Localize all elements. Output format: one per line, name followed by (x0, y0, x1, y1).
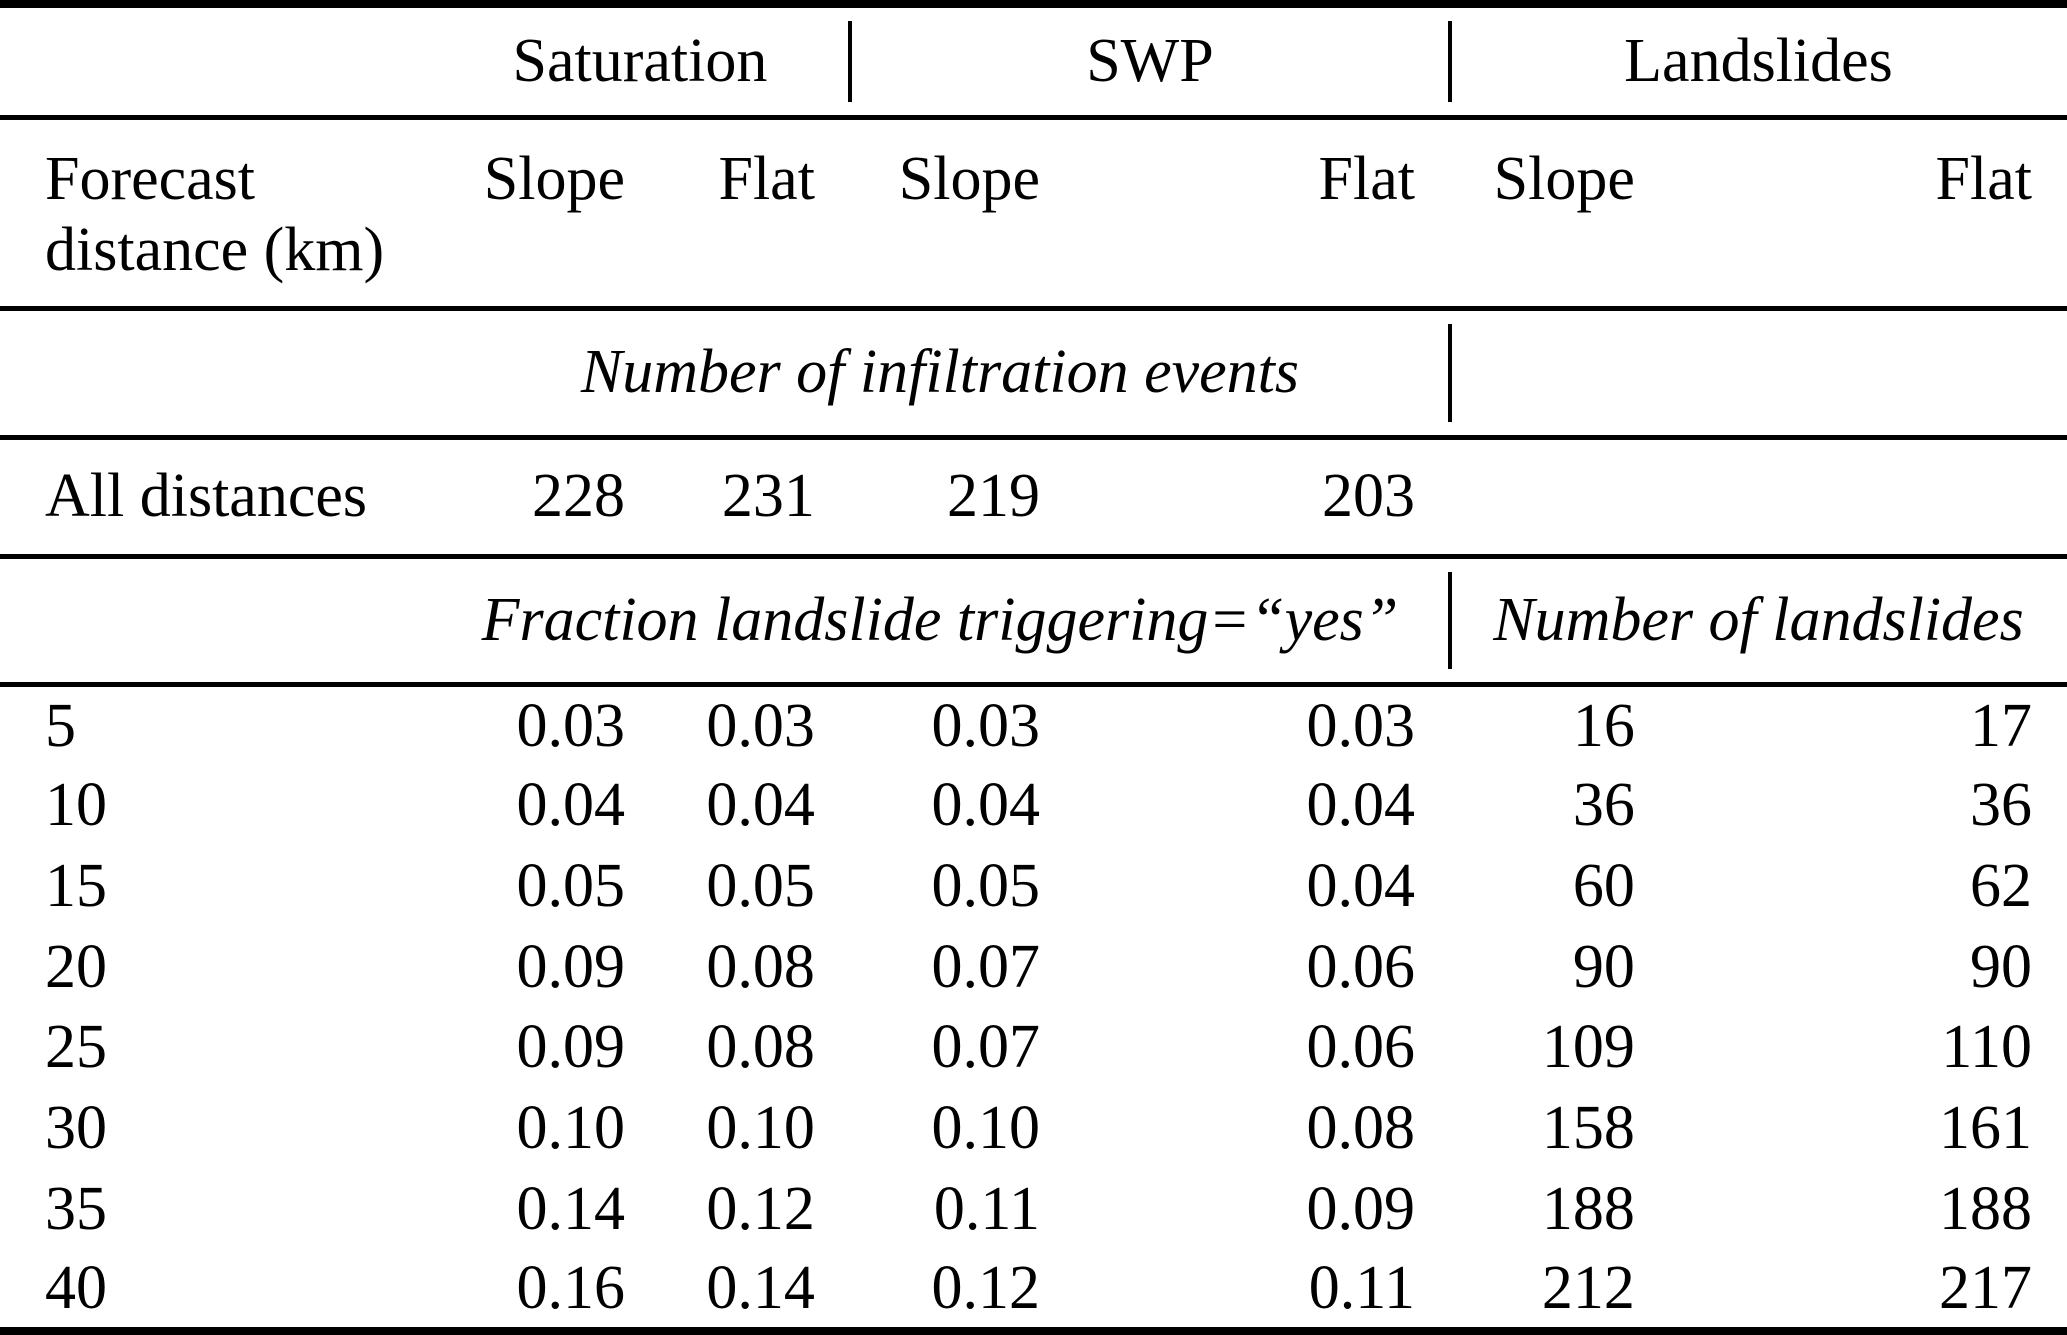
cell-landslides-slope: 212 (1541, 1253, 1635, 1322)
section-header-row: Fraction landslide triggering=“yes” Numb… (0, 553, 2067, 688)
cell-landslides-slope: 188 (1541, 1175, 1635, 1244)
cell-swp-flat: 0.04 (1306, 771, 1415, 840)
cell-landslides-flat: 17 (1970, 691, 2032, 760)
cell-saturation-flat: 0.10 (706, 1094, 815, 1163)
cell-swp-flat: 0.11 (1308, 1253, 1415, 1322)
cell-landslides-slope: 16 (1572, 691, 1635, 760)
row-label: All distances (45, 462, 367, 531)
table-row: 15 0.05 0.05 0.05 0.04 60 62 (0, 846, 2067, 927)
section-header-row: Number of infiltration events (0, 306, 2067, 440)
cell-saturation-slope: 0.05 (516, 851, 625, 920)
cell-landslides-flat: 62 (1970, 851, 2032, 920)
row-label: 20 (45, 932, 107, 1001)
cell-landslides-flat (1670, 437, 2067, 556)
cell-landslides-flat: 36 (1970, 771, 2032, 840)
cell-saturation-flat: 0.14 (706, 1253, 815, 1322)
cell-landslides-slope: 60 (1572, 851, 1635, 920)
corner-cell (0, 4, 430, 120)
group-header-landslides: Landslides (1449, 4, 2067, 120)
cell-saturation-flat: 0.04 (706, 771, 815, 840)
cell-landslides-slope: 158 (1541, 1094, 1635, 1163)
cell-swp-flat: 0.06 (1306, 932, 1415, 1001)
cell-swp-slope: 0.07 (931, 932, 1041, 1001)
table-row: 30 0.10 0.10 0.10 0.08 158 161 (0, 1089, 2067, 1170)
section-side-title: Number of landslides (1449, 553, 2067, 688)
cell-swp-flat: 203 (1321, 462, 1415, 531)
table-row: 20 0.09 0.08 0.07 0.06 90 90 (0, 927, 2067, 1008)
cell-swp-slope: 0.05 (931, 851, 1041, 920)
group-header-saturation: Saturation (429, 4, 852, 120)
col-header-saturation-flat: Flat (659, 117, 850, 312)
cell-swp-flat: 0.09 (1306, 1175, 1415, 1244)
section-title: Fraction landslide triggering=“yes” (429, 553, 1453, 688)
cell-landslides-slope: 36 (1572, 771, 1635, 840)
cell-landslides-flat: 90 (1970, 932, 2032, 1001)
cell-saturation-slope: 0.16 (516, 1253, 625, 1322)
cell-swp-flat: 0.04 (1306, 851, 1415, 920)
col-header-saturation-slope: Slope (429, 117, 660, 312)
cell-swp-slope: 0.11 (933, 1175, 1041, 1244)
cell-swp-slope: 219 (947, 462, 1041, 531)
table-row: 25 0.09 0.08 0.07 0.06 109 110 (0, 1008, 2067, 1089)
cell-saturation-slope: 0.09 (516, 1013, 625, 1082)
cell-swp-slope: 0.10 (931, 1094, 1041, 1163)
cell-saturation-flat: 0.03 (706, 691, 815, 760)
row-header-forecast-distance: Forecast distance (km) (0, 117, 430, 312)
table-row: 10 0.04 0.04 0.04 0.04 36 36 (0, 765, 2067, 846)
col-header-swp-slope: Slope (849, 117, 1076, 312)
section-side-title (1449, 306, 2067, 440)
cell-saturation-flat: 0.12 (706, 1175, 815, 1244)
row-label: 15 (45, 851, 107, 920)
cell-saturation-slope: 0.09 (516, 932, 625, 1001)
cell-saturation-slope: 228 (531, 462, 625, 531)
cell-saturation-slope: 0.10 (516, 1094, 625, 1163)
section-title: Number of infiltration events (429, 306, 1453, 440)
cell-swp-slope: 0.07 (931, 1013, 1041, 1082)
cell-swp-flat: 0.03 (1306, 691, 1415, 760)
col-header-landslides-flat: Flat (1669, 117, 2067, 312)
cell-saturation-flat: 0.08 (706, 932, 815, 1001)
table-row: All distances 228 231 219 203 (0, 437, 2067, 556)
cell-saturation-flat: 0.08 (706, 1013, 815, 1082)
table-row: 40 0.16 0.14 0.12 0.11 212 217 (0, 1250, 2067, 1331)
cell-landslides-flat: 217 (1939, 1253, 2032, 1322)
cell-swp-slope: 0.04 (931, 771, 1041, 840)
row-label: 35 (45, 1175, 107, 1244)
group-header-row: Saturation SWP Landslides (0, 4, 2067, 120)
row-label: 40 (45, 1253, 107, 1322)
cell-saturation-slope: 0.04 (516, 771, 625, 840)
cell-landslides-flat: 161 (1939, 1094, 2032, 1163)
table-row: 5 0.03 0.03 0.03 0.03 16 17 (0, 685, 2067, 766)
table-body: Saturation SWP Landslides Forecast dista… (0, 4, 2067, 1331)
cell-landslides-slope (1450, 437, 1670, 556)
table-row: 35 0.14 0.12 0.11 0.09 188 188 (0, 1169, 2067, 1250)
row-label: 30 (45, 1094, 107, 1163)
cell-saturation-slope: 0.14 (516, 1175, 625, 1244)
cell-saturation-slope: 0.03 (516, 691, 625, 760)
cell-swp-slope: 0.12 (931, 1253, 1041, 1322)
group-header-swp: SWP (849, 4, 1453, 120)
row-label: 5 (45, 691, 76, 760)
cell-landslides-slope: 90 (1572, 932, 1635, 1001)
col-header-swp-flat: Flat (1075, 117, 1450, 312)
cell-saturation-flat: 231 (721, 462, 815, 531)
cell-landslides-flat: 188 (1939, 1175, 2032, 1244)
col-header-landslides-slope: Slope (1449, 117, 1670, 312)
cell-swp-flat: 0.08 (1306, 1094, 1415, 1163)
cell-swp-slope: 0.03 (931, 691, 1041, 760)
row-label: 25 (45, 1013, 107, 1082)
sub-header-row: Forecast distance (km) Slope Flat Slope … (0, 117, 2067, 312)
cell-swp-flat: 0.06 (1306, 1013, 1415, 1082)
cell-landslides-slope: 109 (1541, 1013, 1635, 1082)
cell-saturation-flat: 0.05 (706, 851, 815, 920)
row-label: 10 (45, 771, 107, 840)
cell-landslides-flat: 110 (1941, 1013, 2032, 1082)
